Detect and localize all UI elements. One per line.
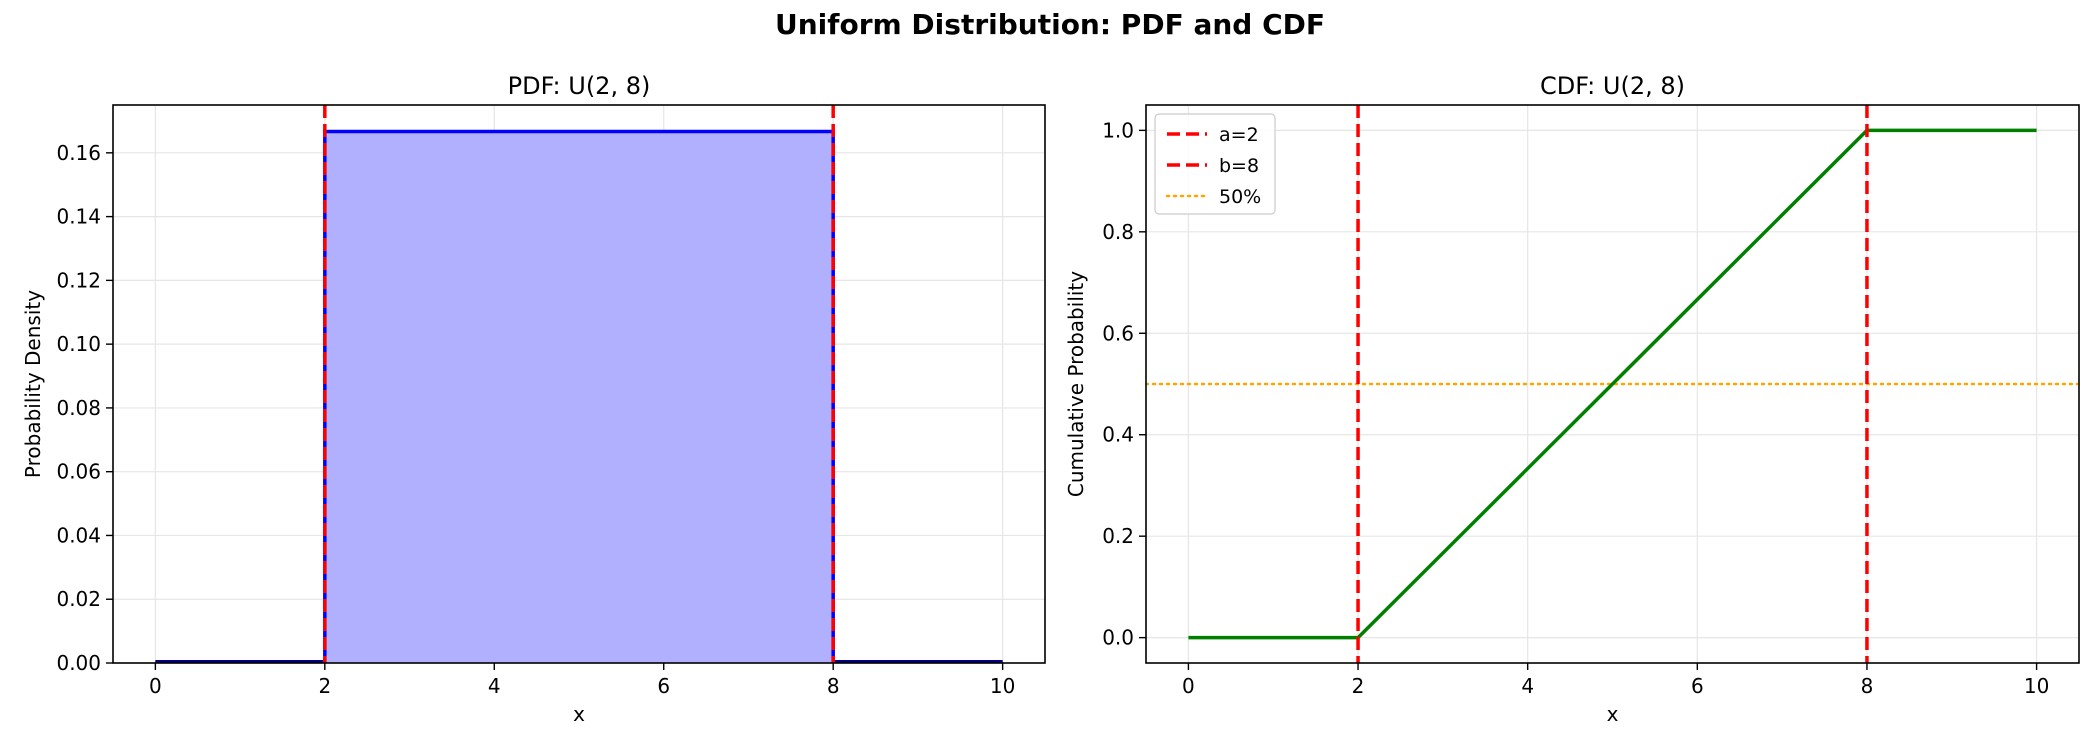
y-tick-label: 0.04 (56, 523, 101, 547)
axes-frame (1145, 104, 2080, 664)
panel-title: CDF: U(2, 8) (1540, 72, 1685, 100)
y-axis-label: Cumulative Probability (1064, 271, 1088, 497)
legend-label: b=8 (1219, 155, 1259, 177)
x-tick-label: 6 (657, 674, 670, 698)
y-tick-label: 0.4 (1102, 423, 1134, 447)
legend-box (1154, 113, 1276, 215)
y-tick-label: 0.06 (56, 460, 101, 484)
y-tick-label: 0.00 (56, 651, 101, 675)
y-tick-label: 0.10 (56, 332, 101, 356)
panel-title: PDF: U(2, 8) (508, 72, 651, 100)
legend-label: a=2 (1219, 124, 1259, 146)
chart-panel-1: 0 2 4 6 8 10 0.00 0.02 0.04 0.06 0.08 0.10 0.12 0.14 0… (21, 72, 1046, 726)
x-tick-label: 0 (149, 674, 162, 698)
legend: a=2 b=8 50% (1154, 113, 1276, 215)
x-tick-label: 10 (990, 674, 1015, 698)
axes-frame (112, 104, 1046, 664)
pdf-line (155, 129, 1003, 663)
figure-title: Uniform Distribution: PDF and CDF (775, 8, 1325, 41)
x-tick-label: 8 (827, 674, 840, 698)
y-tick-label: 0.8 (1102, 220, 1134, 244)
y-tick-label: 0.16 (56, 141, 101, 165)
y-tick-label: 0.14 (56, 205, 101, 229)
y-tick-label: 0.08 (56, 396, 101, 420)
y-tick-label: 1.0 (1102, 118, 1134, 142)
x-tick-label: 0 (1182, 674, 1195, 698)
y-tick-label: 0.2 (1102, 524, 1134, 548)
legend-label: 50% (1219, 186, 1261, 208)
x-tick-label: 10 (2024, 674, 2049, 698)
plot-area (1146, 105, 2079, 663)
x-axis-label: x (1607, 702, 1619, 726)
y-axis-label: Probability Density (21, 290, 45, 478)
x-tick-label: 4 (488, 674, 501, 698)
y-tick-label: 0.6 (1102, 321, 1134, 345)
x-tick-label: 2 (318, 674, 331, 698)
chart-panel-2: 0 2 4 6 8 10 0.0 0.2 0.4 0.6 0.8 1.0 x Cumulative Pro… (1064, 72, 2080, 726)
x-tick-label: 2 (1352, 674, 1365, 698)
pdf-fill-area (324, 131, 834, 663)
cdf-line (1188, 128, 2037, 640)
x-tick-label: 8 (1861, 674, 1874, 698)
x-tick-label: 6 (1691, 674, 1704, 698)
x-axis-label: x (573, 702, 585, 726)
x-tick-label: 4 (1521, 674, 1534, 698)
y-tick-label: 0.0 (1102, 626, 1134, 650)
y-tick-label: 0.02 (56, 587, 101, 611)
y-tick-label: 0.12 (56, 268, 101, 292)
plot-area (155, 105, 1003, 663)
